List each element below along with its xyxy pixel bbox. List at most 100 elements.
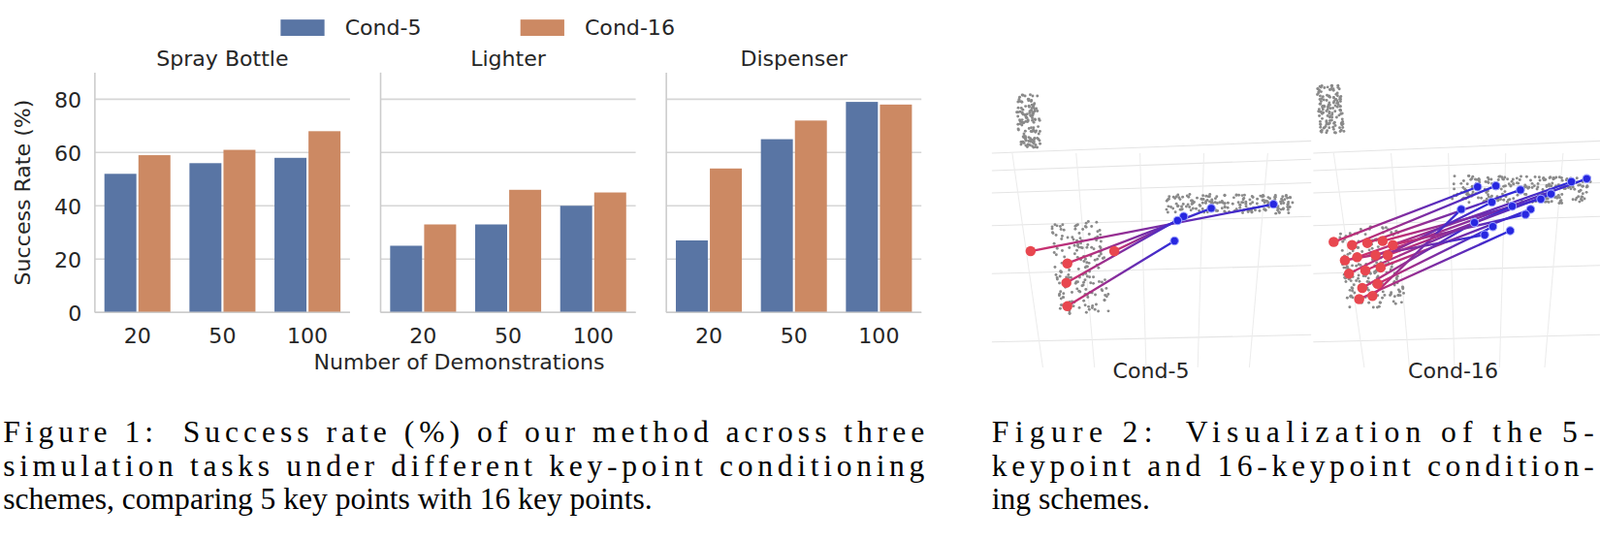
cloud-point (1055, 253, 1058, 256)
cloud-point (1277, 207, 1280, 211)
cloud-point (1261, 193, 1265, 197)
cloud-point (1327, 126, 1331, 129)
cloud-point (1220, 206, 1224, 210)
cloud-point (1077, 267, 1081, 271)
end-keypoint (1269, 199, 1278, 208)
cloud-point (1452, 187, 1456, 191)
cloud-point (1544, 200, 1548, 204)
cloud-point (1280, 194, 1284, 198)
cloud-point (1277, 210, 1280, 214)
cloud-point (1223, 201, 1227, 205)
cloud-point (1537, 175, 1541, 179)
cloud-point (1341, 126, 1344, 129)
caption-line: Figure 1: Success rate (%) of our method… (2, 415, 925, 449)
cloud-point (1393, 294, 1397, 298)
start-keypoint (1109, 246, 1120, 257)
cloud-point (1338, 96, 1342, 99)
x-tick-label: 100 (858, 322, 899, 349)
cloud-point (1024, 138, 1028, 142)
cloud-point (1084, 257, 1088, 261)
cloud-point (1536, 182, 1540, 186)
end-keypoint (1521, 210, 1530, 219)
cloud-point (1318, 126, 1322, 129)
cloud-point (1059, 227, 1063, 231)
cloud-point (1502, 185, 1505, 189)
cloud-point (1232, 195, 1236, 199)
cloud-point (1335, 116, 1339, 120)
cloud-point (1575, 176, 1579, 180)
cloud-point (1085, 225, 1088, 229)
cloud-point (1060, 249, 1064, 253)
cloud-point (1278, 211, 1281, 215)
cloud-point (1585, 184, 1589, 188)
cloud-point (1364, 232, 1368, 236)
cloud-point (1350, 263, 1354, 267)
floor-line (992, 216, 1312, 225)
y-tick-label: 60 (54, 140, 82, 166)
cloud-point (1346, 253, 1350, 256)
cloud-point (1554, 176, 1558, 180)
cloud-point (1022, 134, 1025, 138)
cloud-point (1027, 127, 1031, 130)
cloud-point (1400, 300, 1404, 304)
cloud-point (1341, 249, 1344, 253)
floor-line (1333, 153, 1365, 368)
cloud-point (1023, 141, 1026, 145)
cloud-point (1181, 207, 1184, 211)
cloud-point (1088, 232, 1091, 236)
cloud-point (1032, 121, 1036, 125)
cloud-point (1028, 109, 1032, 113)
cloud-point (1171, 206, 1175, 210)
cloud-point (1038, 119, 1042, 123)
cloud-point (1330, 84, 1334, 88)
cloud-point (1317, 114, 1321, 118)
bar (845, 101, 878, 313)
cloud-point (1376, 305, 1379, 309)
cloud-point (1035, 94, 1039, 97)
cloud-point (1081, 246, 1085, 250)
floor-line (992, 140, 1312, 154)
cloud-point (1282, 197, 1286, 201)
y-tick-label: 40 (54, 193, 82, 220)
cloud-point (1059, 297, 1063, 301)
cloud-point (1330, 87, 1334, 91)
cloud-point (1085, 222, 1088, 225)
cloud-point (1506, 198, 1510, 202)
cloud-point (1319, 99, 1323, 103)
cloud-point (1167, 194, 1171, 198)
cloud-point (1462, 179, 1466, 183)
start-keypoint (1061, 257, 1073, 269)
cloud-point (1279, 199, 1282, 203)
cloud-point (1190, 202, 1194, 206)
cloud-point (1022, 94, 1025, 97)
cloud-point (1022, 121, 1025, 125)
cloud-point (1332, 128, 1336, 131)
cloud-point (1547, 183, 1551, 187)
cloud-point (1545, 185, 1549, 189)
bar (274, 158, 307, 313)
cloud-point (1550, 199, 1554, 203)
cloud-point (1038, 142, 1042, 146)
cloud-point (1066, 273, 1070, 277)
cloud-point (1238, 206, 1242, 210)
x-tick-label: 20 (695, 322, 723, 349)
end-keypoint (1491, 181, 1500, 190)
cloud-point (1579, 194, 1583, 198)
cloud-point (1105, 294, 1109, 298)
cloud-point (1024, 129, 1027, 133)
cloud-point (1024, 104, 1027, 108)
cloud-point (1318, 95, 1322, 98)
cloud-point (1320, 111, 1324, 115)
cloud-point (1388, 293, 1392, 297)
cloud-point (1231, 202, 1235, 206)
start-keypoint (1382, 250, 1394, 261)
keypoint-visualization (992, 84, 1600, 368)
x-axis-title: Number of Demonstrations (313, 349, 605, 375)
cloud-point (1452, 182, 1456, 186)
cloud-point (1021, 111, 1024, 115)
bar (560, 205, 593, 313)
end-keypoint (1170, 236, 1179, 245)
cloud-point (1020, 106, 1024, 110)
cloud-point (1187, 192, 1191, 196)
start-keypoint (1357, 283, 1369, 294)
